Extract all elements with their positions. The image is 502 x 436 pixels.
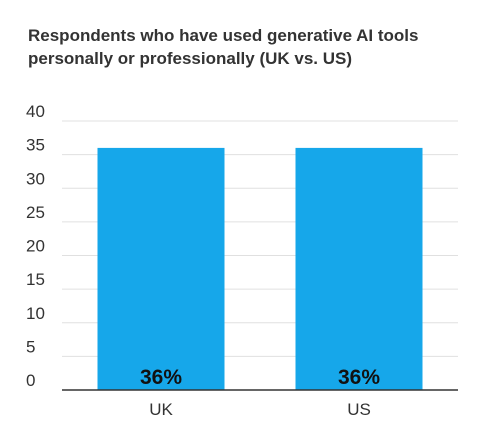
y-tick-label: 35 (26, 136, 45, 155)
y-tick-label: 5 (26, 337, 35, 356)
data-label: 36% (338, 366, 380, 389)
y-axis-ticks: 0 5 10 15 20 25 30 35 40 (26, 102, 45, 390)
data-label: 36% (140, 366, 182, 389)
chart-title: Respondents who have used generative AI … (28, 26, 419, 68)
y-tick-label: 15 (26, 270, 45, 289)
bar-uk (97, 147, 225, 390)
y-tick-label: 10 (26, 304, 45, 323)
y-tick-label: 30 (26, 169, 45, 188)
bars (97, 147, 423, 390)
y-tick-label: 40 (26, 102, 45, 121)
y-tick-label: 20 (26, 237, 45, 256)
x-category-label: US (347, 400, 371, 419)
y-tick-label: 0 (26, 371, 35, 390)
y-tick-label: 25 (26, 203, 45, 222)
x-axis-categories: UK US (149, 400, 371, 419)
data-labels: 36% 36% (140, 366, 380, 389)
x-category-label: UK (149, 400, 173, 419)
bar-us (295, 147, 423, 390)
